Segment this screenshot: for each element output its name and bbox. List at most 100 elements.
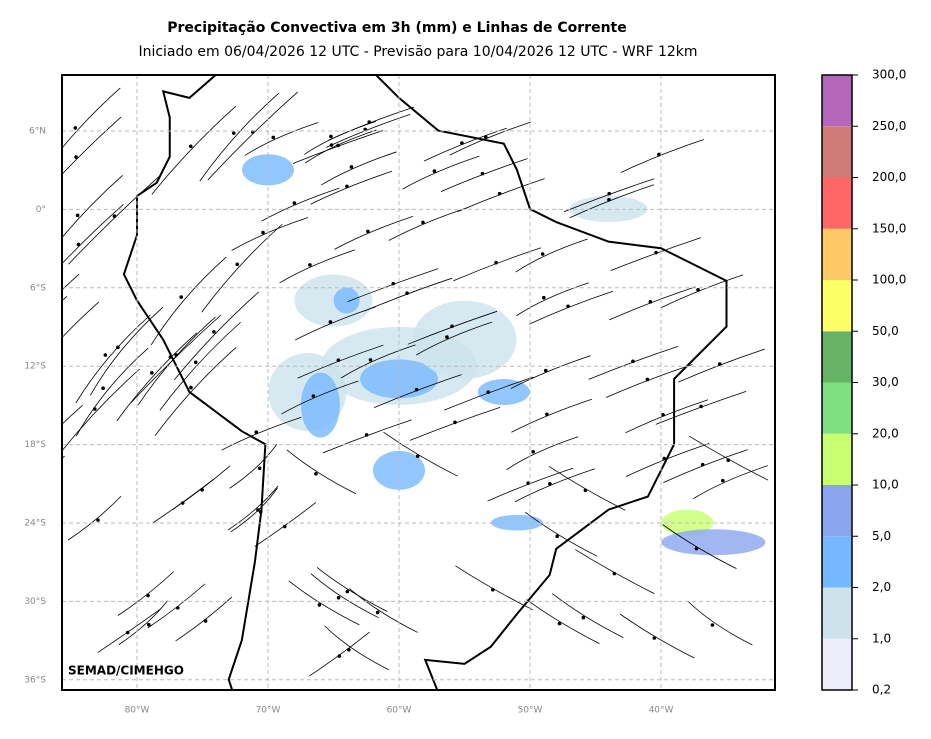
precip-area (300, 372, 340, 438)
streamline (304, 121, 377, 155)
colorbar-label: 0,2 (872, 683, 891, 697)
streamline-arrow (345, 184, 349, 189)
streamline-arrow (696, 288, 700, 292)
colorbar-label: 20,0 (872, 426, 899, 440)
streamline-arrow (421, 220, 425, 225)
precip-area (412, 300, 517, 379)
colorbar: 0,2 1,0 2,0 5,0 10,0 20,0 30,0 50,0 100,0 150,0 20… (821, 68, 906, 697)
streamline (175, 596, 233, 642)
streamline (511, 398, 593, 433)
streamline-arrow (52, 340, 56, 344)
lon-label: 50°W (518, 706, 543, 716)
streamline-arrow (542, 295, 546, 300)
streamline (117, 571, 175, 616)
precip-area (661, 529, 766, 556)
streamline (62, 368, 141, 452)
streamline-arrow (256, 508, 260, 512)
streamline (506, 436, 579, 471)
streamline (201, 223, 283, 313)
streamline (625, 443, 710, 477)
lon-label: 60°W (387, 706, 412, 716)
streamline (619, 613, 695, 659)
streamline-arrow (699, 404, 703, 409)
streamline (310, 573, 379, 619)
streamline-arrow (652, 636, 657, 640)
lon-label: 70°W (256, 706, 281, 716)
streamline-arrow (328, 320, 333, 324)
streamline-arrow (189, 385, 193, 390)
streamline-arrow (405, 291, 409, 295)
streamline-arrow (654, 250, 658, 255)
streamline (288, 580, 360, 626)
streamline (693, 465, 768, 499)
streamline (305, 129, 377, 164)
streamline-arrow (203, 619, 208, 623)
colorbar-label: 200,0 (872, 170, 906, 184)
streamline (279, 249, 356, 284)
streamline-arrow (112, 214, 117, 219)
streamline (575, 549, 655, 594)
lat-label: 30°S (24, 597, 46, 607)
streamline-arrow (367, 120, 372, 124)
streamline-arrow (18, 494, 22, 498)
precip-area (333, 287, 360, 314)
colorbar-label: 1,0 (872, 631, 891, 645)
streamline (89, 307, 164, 396)
streamline-arrow (337, 654, 342, 658)
streamline-arrow (497, 191, 502, 196)
streamline-arrow (694, 546, 699, 551)
streamline-arrow (657, 152, 661, 157)
streamline (678, 348, 765, 383)
streamline (118, 600, 168, 645)
colorbar-segment (822, 536, 852, 588)
streamline-arrow (450, 324, 454, 329)
streamline (130, 314, 222, 404)
streamline (334, 216, 413, 250)
colorbar-label: 50,0 (872, 324, 899, 338)
streamline (227, 485, 279, 531)
streamline-arrow (146, 622, 151, 627)
streamline-arrow (581, 615, 586, 620)
streamline (526, 599, 600, 644)
streamline (261, 187, 340, 222)
streamline (402, 155, 480, 190)
streamline (660, 274, 744, 309)
streamline-arrow (480, 171, 485, 176)
streamline (605, 364, 693, 398)
streamline-arrow (180, 501, 185, 505)
streamline-arrow (329, 134, 333, 139)
colorbar-label: 5,0 (872, 529, 891, 543)
lat-label: 0° (36, 205, 46, 215)
streamline (662, 524, 737, 569)
streamline-arrow (336, 595, 341, 600)
streamline-arrow (415, 454, 420, 458)
streamline (62, 273, 80, 291)
streamline-arrow (648, 300, 653, 304)
colorbar-segment (822, 433, 852, 485)
subtitle: Iniciado em 06/04/2026 12 UTC - Previsão… (138, 44, 697, 60)
streamline-arrow (366, 229, 370, 234)
streamline (150, 256, 227, 346)
streamline-arrow (345, 589, 350, 594)
streamline (620, 139, 704, 173)
colorbar-label: 250,0 (872, 119, 906, 133)
streamline-arrow (432, 169, 437, 173)
streamline-arrow (73, 126, 78, 130)
streamline (341, 344, 416, 379)
colorbar-segment (822, 331, 852, 383)
streamline (229, 444, 278, 489)
streamline (687, 600, 753, 646)
streamline-arrow (645, 377, 650, 382)
streamline-arrow (212, 330, 216, 334)
streamline (286, 449, 357, 495)
streamline-arrow (231, 131, 236, 135)
lat-label: 18°S (24, 440, 46, 450)
streamline (457, 178, 545, 213)
streamline-arrow (32, 312, 36, 316)
streamline-arrow (607, 191, 611, 196)
streamline (62, 87, 121, 149)
streamline (68, 175, 160, 265)
colorbar-segment (822, 485, 852, 537)
streamline-arrow (254, 430, 259, 435)
streamline (62, 116, 122, 175)
